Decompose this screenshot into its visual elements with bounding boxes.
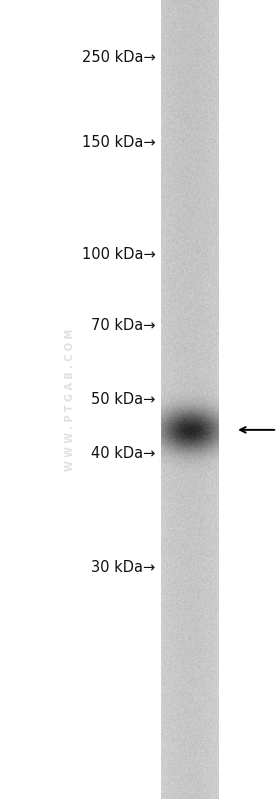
Text: 70 kDa→: 70 kDa→ (91, 319, 155, 333)
Text: 250 kDa→: 250 kDa→ (82, 50, 155, 65)
Text: W W W . P T G A B . C O M: W W W . P T G A B . C O M (65, 328, 75, 471)
Text: 40 kDa→: 40 kDa→ (91, 447, 155, 461)
Text: 150 kDa→: 150 kDa→ (82, 135, 155, 149)
Text: 50 kDa→: 50 kDa→ (91, 392, 155, 407)
Text: 100 kDa→: 100 kDa→ (82, 247, 155, 261)
Text: 30 kDa→: 30 kDa→ (91, 560, 155, 574)
